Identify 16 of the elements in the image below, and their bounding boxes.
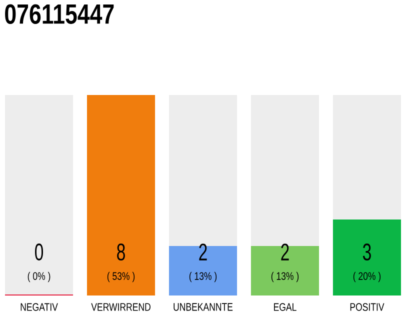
- x-tick-label: VERWIRREND: [91, 303, 150, 311]
- annotation: 0: [35, 244, 44, 260]
- annotation: 2: [281, 244, 289, 260]
- x-tick-label: UNBEKANNTE: [174, 303, 233, 311]
- chart-title: 076115447: [5, 4, 114, 24]
- annotation: 3: [362, 244, 371, 260]
- data-label: ( 13% ): [189, 272, 217, 282]
- x-tick-label: NEGATIV: [20, 303, 58, 311]
- x-tick-label: POSITIV: [350, 303, 384, 311]
- data-label: ( 0% ): [28, 272, 50, 282]
- data-label: ( 20% ): [353, 272, 381, 282]
- annotation: 8: [117, 244, 125, 260]
- data-label: ( 53% ): [107, 272, 135, 282]
- data-label: ( 13% ): [271, 272, 299, 282]
- annotation: 2: [199, 244, 207, 260]
- x-tick-label: EGAL: [274, 303, 296, 311]
